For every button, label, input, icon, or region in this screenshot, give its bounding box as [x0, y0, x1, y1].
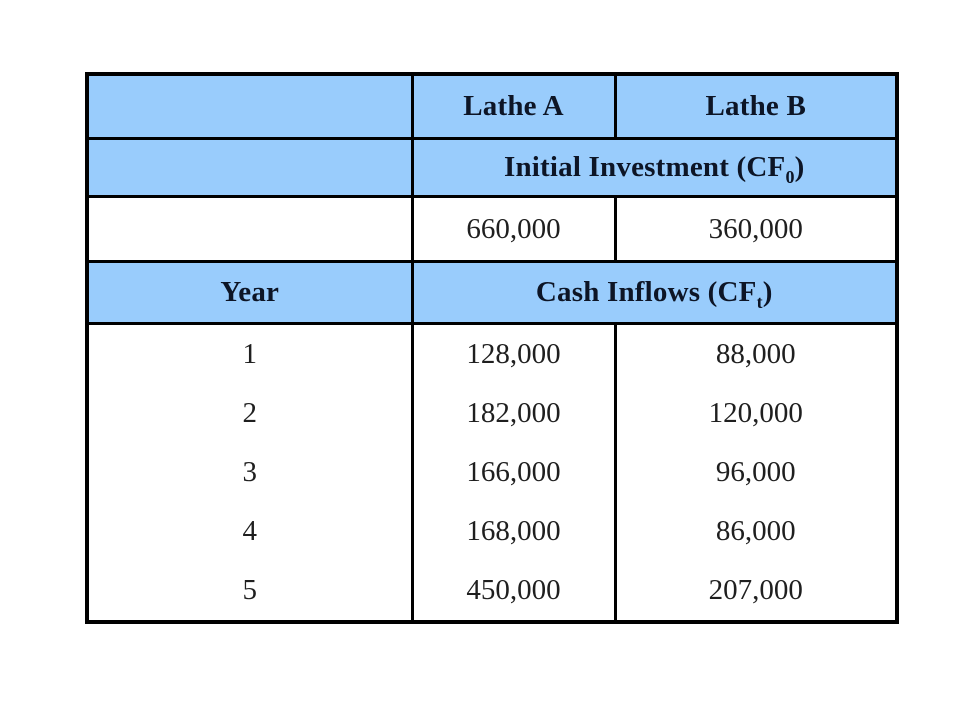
year-cell: 2 [85, 384, 414, 443]
table-row-lathe-headers: Lathe A Lathe B [85, 72, 899, 140]
lathe-b-inflow-cell: 207,000 [613, 561, 899, 622]
lathe-b-header: Lathe B [613, 72, 899, 140]
lathe-a-header: Lathe A [410, 72, 617, 140]
empty-cell [85, 137, 414, 198]
empty-cell [85, 195, 414, 263]
year-cell: 5 [85, 561, 414, 622]
lathe-a-inflow-cell: 182,000 [410, 384, 617, 443]
lathe-a-inflow-cell: 450,000 [410, 561, 617, 622]
initial-investment-header: Initial Investment (CF0) [410, 137, 899, 198]
initial-investment-label-pre: Initial Investment (CF [503, 151, 786, 183]
year-cell: 3 [85, 443, 414, 502]
year-cell: 1 [85, 323, 414, 384]
lathe-b-inflow-cell: 88,000 [613, 323, 899, 384]
initial-investment-subscript: 0 [785, 166, 795, 187]
cash-inflows-label-post: ) [762, 276, 773, 308]
lathe-b-inflow-cell: 120,000 [613, 384, 899, 443]
year-cell: 4 [85, 502, 414, 561]
table-row-year-4: 4 168,000 86,000 [85, 502, 899, 561]
cash-inflows-header: Cash Inflows (CFt) [410, 260, 899, 325]
lathe-b-investment-value: 360,000 [613, 195, 899, 263]
table-row-initial-investment-header: Initial Investment (CF0) [85, 137, 899, 198]
year-header: Year [85, 260, 414, 325]
table-row-year-5: 5 450,000 207,000 [85, 561, 899, 622]
lathe-b-inflow-cell: 86,000 [613, 502, 899, 561]
lathe-a-inflow-cell: 168,000 [410, 502, 617, 561]
table-row-year-3: 3 166,000 96,000 [85, 443, 899, 502]
cash-inflows-subscript: t [756, 291, 763, 312]
table-row-initial-investment-values: 660,000 360,000 [85, 195, 899, 263]
initial-investment-label-post: ) [794, 151, 805, 183]
table-row-year-1: 1 128,000 88,000 [85, 323, 899, 384]
table-row-year-2: 2 182,000 120,000 [85, 384, 899, 443]
lathe-b-inflow-cell: 96,000 [613, 443, 899, 502]
corner-empty-cell [85, 72, 414, 140]
cash-inflows-label-pre: Cash Inflows (CF [535, 276, 757, 308]
lathe-a-investment-value: 660,000 [410, 195, 617, 263]
lathe-cashflow-table: Lathe A Lathe B Initial Investment (CF0)… [85, 72, 899, 624]
lathe-a-inflow-cell: 128,000 [410, 323, 617, 384]
lathe-a-inflow-cell: 166,000 [410, 443, 617, 502]
table-row-cash-inflows-header: Year Cash Inflows (CFt) [85, 260, 899, 325]
